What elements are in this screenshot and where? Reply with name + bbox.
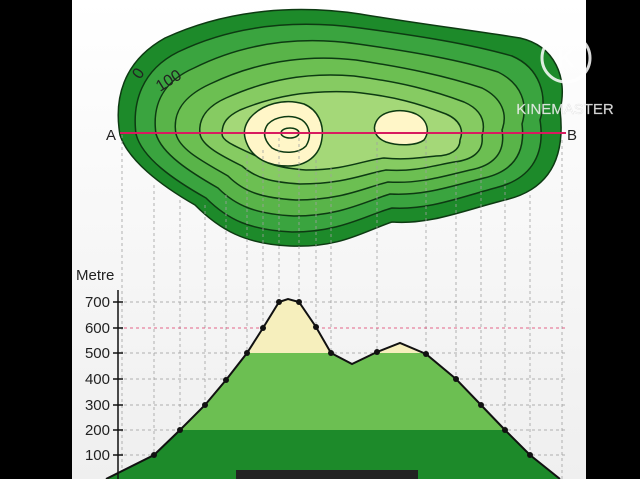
tick-label-400: 400 [85, 371, 110, 388]
kinemaster-logo-letter: K [557, 43, 575, 73]
y-axis-title: Metre [76, 267, 114, 284]
profile-points [151, 299, 533, 458]
point-a-label: A [106, 127, 116, 144]
kinemaster-logo-icon [540, 32, 592, 84]
projection-lines [121, 135, 563, 479]
tick-label-300: 300 [85, 397, 110, 414]
kinemaster-watermark-text: KINEMASTER [516, 101, 614, 118]
tick-label-500: 500 [85, 345, 110, 362]
tick-label-200: 200 [85, 422, 110, 439]
caption-bar [236, 470, 418, 479]
tick-label-700: 700 [85, 294, 110, 311]
tick-label-100: 100 [85, 447, 110, 464]
kinemaster-watermark: K KINEMASTER [516, 32, 614, 118]
tick-label-600: 600 [85, 320, 110, 337]
point-b-label: B [567, 127, 577, 144]
contour-map: 0 100 [117, 8, 564, 247]
summit-600-east [373, 109, 429, 146]
y-axis: Metre 700 600 500 400 300 200 100 [76, 267, 123, 479]
summit-700-ring [263, 115, 311, 153]
letterbox-right [586, 0, 640, 479]
